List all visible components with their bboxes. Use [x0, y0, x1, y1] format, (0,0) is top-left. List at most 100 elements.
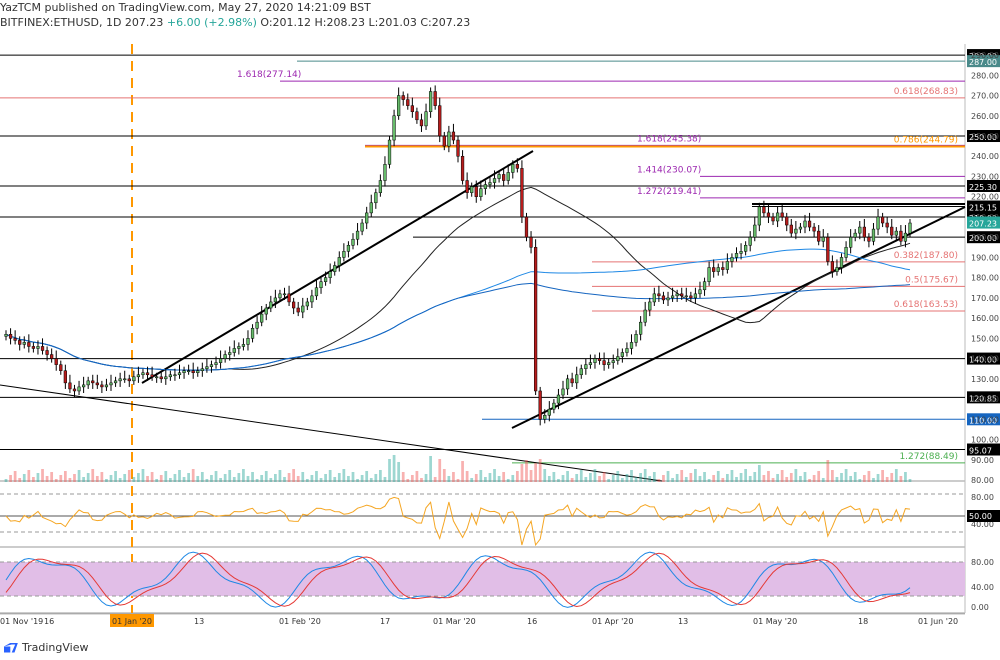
price-tag [967, 352, 1000, 365]
volume-bar [310, 475, 314, 482]
candle-body [634, 334, 638, 343]
volume-bar [406, 479, 410, 482]
candle-body [374, 192, 378, 204]
candle-body [803, 220, 807, 228]
volume-bar [429, 456, 432, 482]
rsi-value-tag [967, 510, 1000, 522]
candle-body [839, 257, 844, 268]
candle-body [187, 370, 191, 372]
candle-body [260, 313, 264, 323]
volume-bar [789, 473, 793, 482]
volume-bar [461, 461, 464, 482]
candle-body [702, 281, 707, 291]
candle-body [547, 408, 551, 416]
candle-body [378, 180, 383, 193]
volume-bar [82, 477, 85, 482]
volume-bar [639, 473, 642, 482]
candle-body [319, 281, 323, 289]
volume-bar [465, 471, 469, 482]
candle-body [744, 245, 748, 252]
volume-bar [369, 478, 373, 482]
candle-body [419, 119, 424, 127]
volume-bar [13, 471, 17, 482]
fib-label: 1.618(245.38) [637, 134, 701, 144]
volume-bar [520, 464, 524, 482]
candle-body [86, 380, 90, 386]
candle-body [876, 216, 880, 230]
volume-bar [689, 473, 693, 482]
volume-bar [506, 479, 510, 482]
candle-body [451, 131, 456, 141]
volume-bar [767, 471, 770, 482]
candle-body [817, 230, 821, 242]
volume-bar [703, 472, 706, 482]
y-tick-label: 190.00 [971, 253, 999, 262]
volume-bar [456, 479, 460, 482]
candle-body [104, 384, 109, 388]
candle-body [50, 354, 54, 359]
candle-body [798, 226, 803, 230]
volume-bar [894, 469, 898, 482]
volume-bar [826, 460, 830, 482]
y-tick-label: 170.00 [971, 294, 999, 303]
volume-bar [858, 479, 862, 482]
candle-body [515, 164, 519, 169]
price-tag [967, 179, 1000, 192]
y-tick-label: 80.00 [971, 476, 994, 485]
volume-bar [196, 476, 200, 482]
volume-bar [100, 472, 104, 482]
candle-body [383, 164, 387, 181]
candle-body [684, 295, 688, 298]
volume-bar [853, 472, 857, 482]
candle-body [479, 188, 483, 197]
candle-body [8, 334, 13, 339]
candle-body [237, 346, 241, 349]
volume-bar [269, 478, 273, 482]
y-tick-label: 230.00 [971, 172, 999, 181]
volume-bar [698, 476, 702, 482]
volume-bar [392, 455, 396, 482]
candle-body [428, 91, 433, 112]
candle-body [625, 348, 629, 353]
moving-average-line [5, 282, 911, 371]
volume-bar [146, 476, 149, 482]
volume-bar [50, 472, 54, 482]
candle-body [27, 342, 31, 347]
candle-body [794, 228, 798, 234]
candle-body [218, 358, 223, 363]
volume-bar [534, 463, 537, 482]
volume-bar [319, 478, 323, 482]
volume-bar [561, 475, 565, 482]
candle-body [355, 230, 360, 240]
price-change: +6.00 (+2.98%) [166, 16, 257, 29]
volume-bar [283, 477, 286, 482]
candle-body [278, 293, 282, 299]
volume-bar [625, 474, 629, 482]
volume-bar [771, 478, 775, 482]
candle-body [310, 295, 314, 303]
volume-bar [552, 472, 556, 482]
volume-bar [648, 476, 652, 482]
candle-body [533, 247, 538, 392]
volume-bar [205, 479, 209, 482]
candle-body [360, 222, 364, 232]
volume-bar [109, 475, 113, 482]
candle-body [282, 293, 287, 296]
volume-bar [794, 469, 798, 482]
ohlc-values: O:201.12 H:208.23 L:201.03 C:207.23 [260, 16, 471, 29]
fib-label: 0.618(163.53) [894, 300, 958, 310]
volume-bar [484, 477, 487, 482]
volume-bar [155, 479, 159, 482]
candle-body [748, 236, 752, 246]
price-tag [967, 443, 1000, 456]
rsi-line [5, 496, 911, 547]
x-tick-label: 13 [194, 617, 204, 626]
candle-body [91, 380, 95, 384]
volume-bar [785, 477, 789, 482]
volume-bar [164, 471, 168, 482]
candle-body [890, 226, 894, 236]
volume-bar [410, 475, 414, 482]
candle-body [314, 287, 319, 297]
date-marker-tag [110, 614, 154, 627]
